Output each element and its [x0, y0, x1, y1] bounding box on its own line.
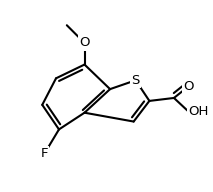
Text: O: O	[183, 80, 194, 93]
Text: O: O	[79, 36, 90, 49]
Text: OH: OH	[189, 105, 209, 118]
Text: F: F	[40, 147, 48, 161]
Text: S: S	[131, 74, 140, 87]
